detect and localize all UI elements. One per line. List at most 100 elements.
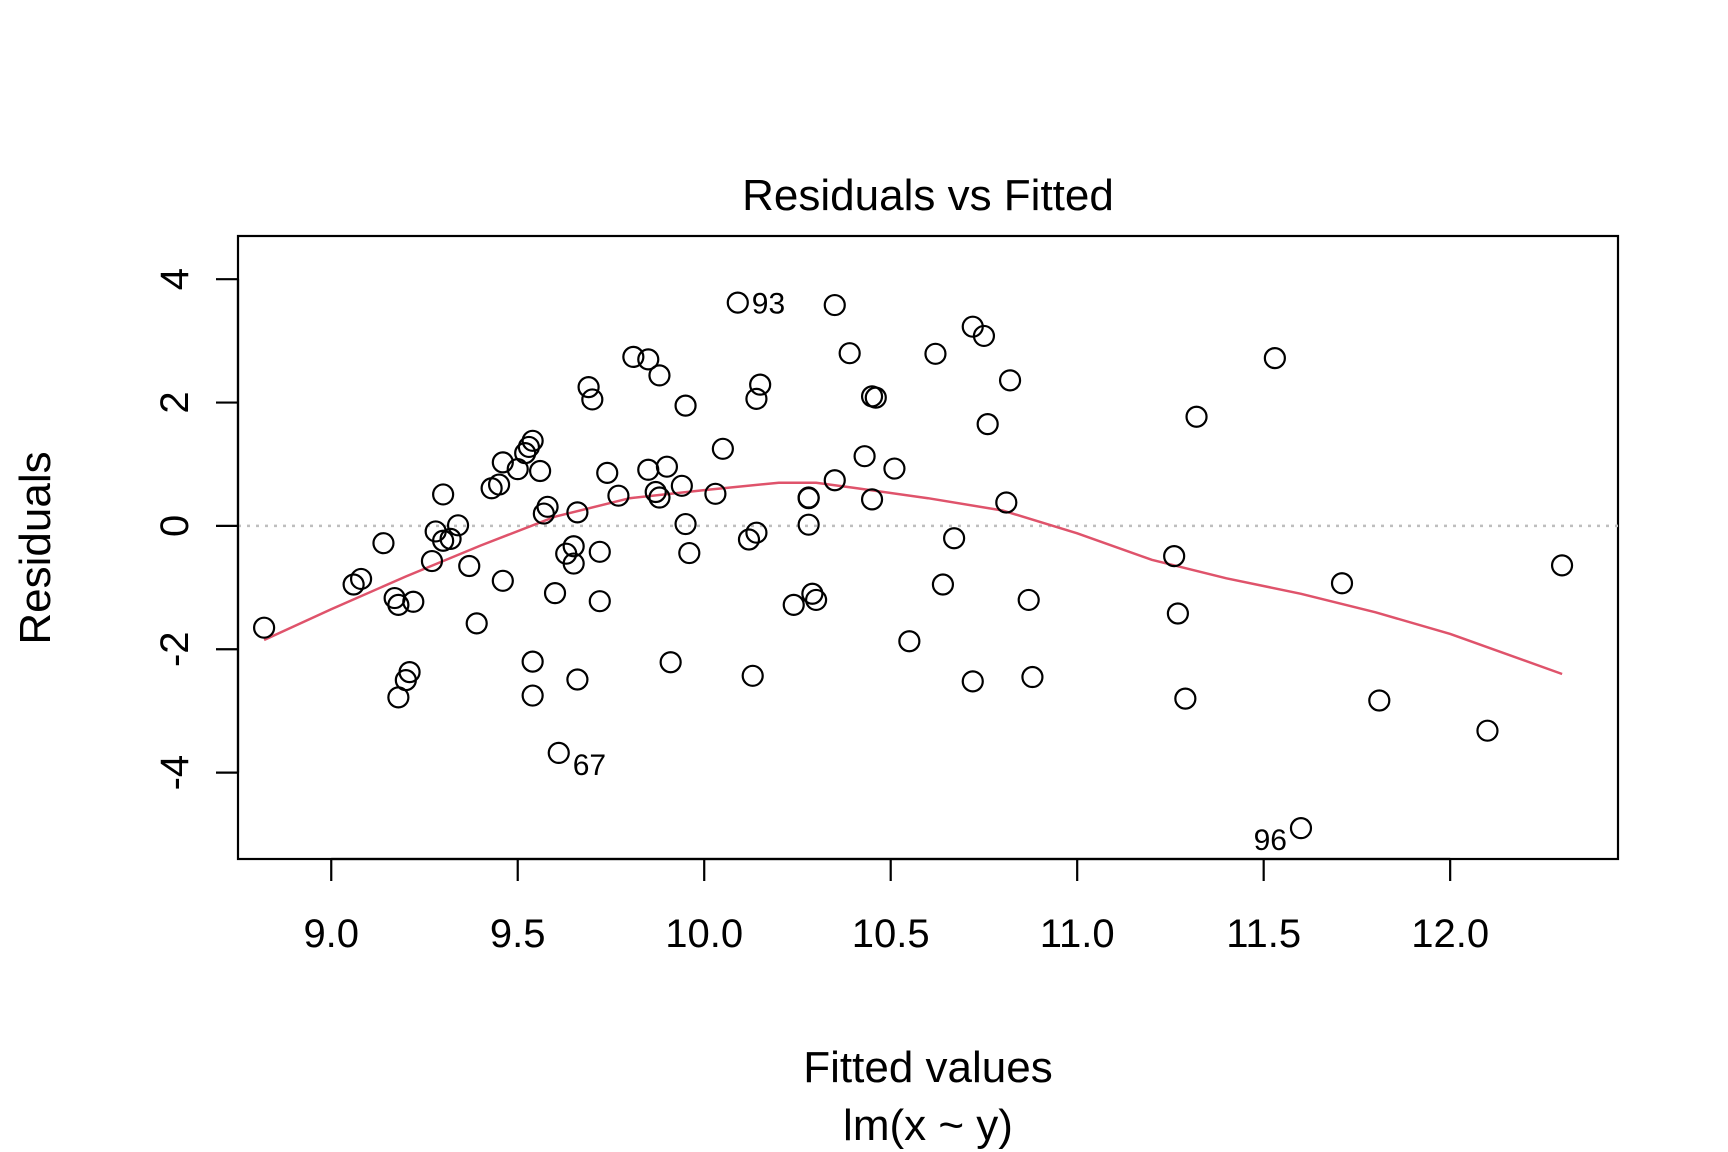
data-point (566, 501, 589, 524)
point-label: 96 (1254, 824, 1287, 857)
data-point (1021, 665, 1044, 689)
data-point (458, 554, 481, 578)
chart-subtitle: lm(x ~ y) (843, 1101, 1013, 1150)
x-tick-label: 10.0 (665, 912, 743, 956)
data-point (924, 342, 947, 365)
points-group (253, 291, 1574, 840)
data-point (432, 483, 455, 506)
point-label: 93 (752, 288, 785, 321)
data-point (644, 480, 667, 504)
data-point (1289, 817, 1313, 840)
data-point (402, 590, 425, 613)
x-tick-label: 9.0 (303, 912, 359, 956)
data-point (562, 552, 585, 575)
data-point (637, 348, 660, 371)
data-point (838, 342, 861, 365)
x-tick-label: 11.0 (1040, 912, 1115, 956)
data-point (1263, 347, 1286, 370)
x-axis: 9.0 9.5 10.0 10.5 11.0 11.5 12.0 (303, 857, 1489, 956)
y-axis: -4 -2 0 2 4 (153, 268, 240, 791)
data-point (726, 291, 749, 314)
data-point (704, 482, 727, 505)
data-point (655, 455, 679, 478)
data-point (943, 527, 966, 550)
data-point (745, 521, 768, 544)
data-point (514, 442, 537, 465)
data-point (797, 513, 820, 536)
data-point (547, 741, 570, 765)
data-point (465, 612, 488, 635)
data-point (637, 458, 660, 481)
data-point (1185, 405, 1208, 428)
y-tick-label: 2 (153, 391, 197, 413)
y-axis-label: Residuals (11, 451, 60, 644)
data-point (446, 514, 470, 537)
data-point (972, 324, 996, 348)
data-point (741, 664, 764, 687)
data-point (521, 684, 544, 707)
data-point (342, 573, 365, 596)
data-point (674, 512, 697, 536)
data-point (670, 474, 693, 497)
data-point (976, 413, 999, 436)
data-point (387, 593, 410, 616)
y-tick-label: -2 (153, 631, 197, 667)
data-point (745, 387, 768, 410)
point-label: 67 (573, 749, 606, 782)
data-point (853, 445, 876, 468)
data-point (487, 473, 511, 496)
data-point (860, 488, 884, 511)
y-tick-label: -4 (153, 755, 197, 791)
data-point (823, 293, 846, 317)
data-point (521, 429, 544, 452)
data-point (678, 541, 701, 565)
data-point (995, 491, 1018, 514)
data-point (898, 630, 921, 653)
point-labels-group: 93 67 96 (573, 288, 1287, 858)
data-point (711, 437, 734, 460)
data-point (823, 469, 846, 492)
x-tick-label: 11.5 (1226, 912, 1301, 956)
x-tick-label: 9.5 (490, 912, 546, 956)
data-point (517, 435, 541, 459)
data-point (491, 569, 514, 592)
data-point (566, 668, 589, 691)
data-point (931, 573, 955, 596)
data-point (805, 588, 828, 612)
data-point (674, 394, 697, 417)
data-point (1476, 719, 1499, 742)
data-point (961, 670, 984, 693)
data-point (543, 582, 567, 605)
y-tick-label: 0 (153, 515, 197, 537)
data-point (349, 567, 373, 591)
data-point (536, 495, 559, 518)
data-point (398, 660, 421, 684)
data-point (1330, 572, 1354, 595)
data-point (998, 369, 1022, 392)
data-point (864, 386, 887, 409)
smoother-line (263, 481, 1563, 676)
data-point (577, 376, 600, 399)
chart-title: Residuals vs Fitted (742, 171, 1114, 220)
data-point (588, 540, 611, 563)
data-point (607, 484, 630, 507)
data-point (797, 486, 820, 509)
data-point (749, 373, 772, 396)
data-point (883, 457, 906, 480)
data-point (529, 459, 552, 483)
smoother-group (263, 481, 1563, 676)
data-point (1368, 689, 1391, 712)
data-point (1017, 588, 1040, 612)
data-point (372, 532, 395, 555)
data-point (596, 461, 619, 484)
data-point (521, 650, 544, 673)
data-point (1163, 545, 1186, 568)
data-point (1550, 554, 1574, 577)
data-point (420, 549, 444, 573)
data-point (801, 582, 824, 605)
data-point (581, 388, 604, 411)
data-point (1174, 687, 1197, 710)
data-point (648, 364, 671, 387)
data-point (562, 535, 585, 558)
